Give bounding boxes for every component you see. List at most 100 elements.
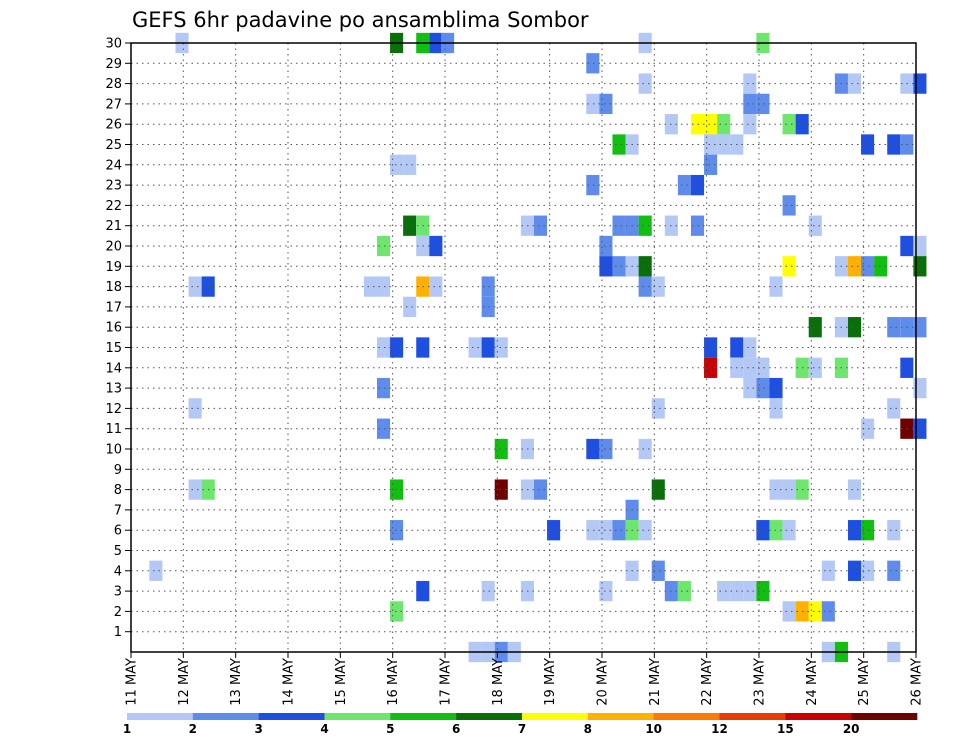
heatmap-cell	[376, 377, 391, 399]
heatmap-cell	[599, 235, 613, 257]
legend-label: 4	[320, 722, 328, 736]
heatmap-cell	[612, 215, 626, 236]
heatmap-cell	[782, 520, 796, 541]
legend-label: 12	[711, 722, 728, 736]
heatmap-cell	[599, 438, 613, 460]
heatmap-cell	[494, 479, 508, 500]
legend-label: 20	[843, 722, 860, 736]
heatmap-cell	[390, 154, 404, 175]
y-tick-label: 4	[114, 564, 122, 579]
y-tick-label: 9	[114, 463, 122, 478]
legend-swatch	[324, 713, 391, 720]
y-tick-label: 24	[105, 158, 122, 173]
x-tick-label: 16 MAY	[386, 658, 401, 706]
heatmap-cell	[717, 114, 731, 135]
heatmap-cell	[429, 276, 443, 297]
y-tick-label: 8	[114, 483, 122, 498]
y-tick-label: 2	[114, 605, 122, 620]
heatmap-cell	[390, 520, 404, 541]
heatmap-cell	[547, 520, 561, 541]
heatmap-cell	[468, 337, 482, 358]
legend-swatch	[785, 713, 852, 720]
heatmap-cell	[847, 317, 862, 338]
heatmap-cell	[756, 377, 770, 399]
heatmap-cell	[188, 276, 202, 297]
heatmap-cell	[756, 520, 770, 541]
x-tick-label: 11 MAY	[125, 658, 140, 706]
x-tick-label: 19 MAY	[543, 658, 558, 706]
heatmap-cell	[651, 479, 665, 500]
heatmap-cell	[376, 418, 391, 439]
x-tick-label: 24 MAY	[805, 658, 820, 706]
y-axis: 1234567891011121314151617181920212223242…	[105, 37, 131, 640]
x-tick-label: 14 MAY	[282, 658, 297, 706]
heatmap-cell	[743, 357, 757, 378]
heatmap-cell	[861, 520, 875, 541]
y-tick-label: 26	[105, 118, 122, 133]
heatmap-cell	[481, 580, 495, 602]
heatmap-cell	[847, 73, 862, 94]
legend-label: 15	[777, 722, 794, 736]
heatmap-cell	[403, 215, 417, 236]
cells-layer	[149, 32, 927, 663]
y-tick-label: 12	[105, 402, 122, 417]
heatmap-cell	[586, 174, 600, 196]
heatmap-cell	[861, 134, 875, 155]
legend-swatch	[456, 713, 523, 720]
heatmap-cell	[376, 235, 391, 257]
y-tick-label: 5	[114, 544, 122, 559]
legend-label: 6	[452, 722, 460, 736]
y-tick-label: 27	[105, 97, 122, 112]
heatmap-cell	[821, 560, 835, 581]
legend-swatch	[851, 713, 918, 720]
x-tick-label: 23 MAY	[753, 658, 768, 706]
chart-title: GEFS 6hr padavine po ansamblima Sombor	[132, 8, 589, 32]
heatmap-cell	[887, 520, 901, 541]
heatmap-cell	[861, 560, 875, 581]
heatmap-cell	[743, 114, 757, 135]
heatmap-cell	[847, 479, 862, 500]
legend-swatch	[719, 713, 786, 720]
heatmap-cell	[782, 601, 796, 622]
heatmap-cell	[808, 601, 822, 622]
heatmap-cell	[769, 520, 783, 541]
heatmap-cell	[743, 73, 757, 94]
heatmap-cell	[651, 398, 665, 419]
heatmap-cell	[188, 479, 202, 500]
heatmap-cell	[390, 601, 404, 622]
heatmap-cell	[743, 580, 757, 602]
heatmap-cell	[821, 601, 835, 622]
y-tick-label: 16	[105, 321, 122, 336]
x-tick-label: 22 MAY	[700, 658, 715, 706]
legend-swatch	[127, 713, 194, 720]
legend-swatch	[587, 713, 654, 720]
heatmap-cell	[743, 337, 757, 358]
heatmap-cell	[429, 235, 443, 257]
legend-label: 10	[645, 722, 662, 736]
y-tick-label: 18	[105, 280, 122, 295]
y-tick-label: 20	[105, 240, 122, 255]
y-tick-label: 22	[105, 199, 122, 214]
y-tick-label: 11	[105, 422, 122, 437]
legend-swatch	[522, 713, 589, 720]
heatmap-cell	[599, 256, 613, 277]
heatmap-cell	[533, 215, 548, 236]
heatmap-cell	[756, 93, 770, 115]
heatmap-cell	[704, 114, 718, 135]
heatmap-cell	[376, 276, 391, 297]
heatmap-cell	[638, 520, 652, 541]
heatmap-cell	[494, 438, 508, 460]
legend-label: 5	[386, 722, 394, 736]
heatmap-cell	[638, 276, 652, 297]
heatmap-cell	[612, 134, 626, 155]
heatmap-cell	[638, 256, 652, 277]
heatmap-cell	[363, 276, 377, 297]
y-tick-label: 21	[105, 219, 122, 234]
color-legend: 1 2 3 4 5 6 7 8 10 12 15 20	[123, 713, 918, 736]
heatmap-cell	[756, 580, 770, 602]
y-tick-label: 19	[105, 260, 122, 275]
heatmap-cell	[586, 93, 600, 115]
heatmap-cell	[704, 357, 718, 378]
heatmap-cell	[403, 296, 417, 318]
